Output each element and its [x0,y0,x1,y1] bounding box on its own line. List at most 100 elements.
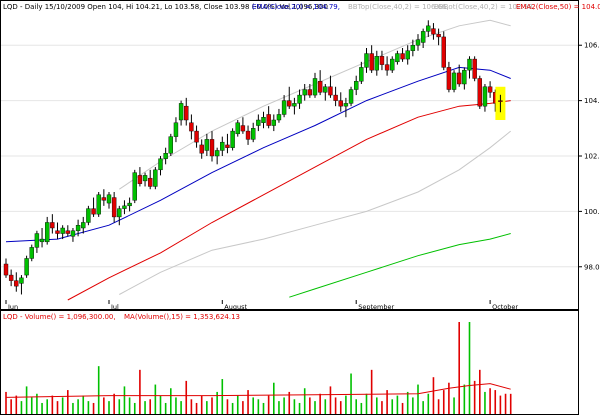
chart-title: LQD - Daily 15/10/2009 Open 104, Hi 104.… [3,3,328,11]
candle-body [106,194,112,204]
candle-body [142,175,148,182]
volume-bar [123,386,126,414]
volume-bar [412,397,414,414]
volume-bar [175,397,177,414]
candle-body [168,136,174,154]
volume-bar [484,391,486,414]
candle-body [194,130,199,143]
volume-ma-label: MA(Volume(),15) = 1,353,624.13 [124,313,240,321]
candle-body [467,58,472,71]
candle-body [498,100,503,102]
candle-body [261,117,266,123]
candle-body [14,280,19,287]
volume-bar [463,384,466,414]
month-axis: Jun Jul August September October [5,300,518,311]
volume-bars [5,322,512,414]
candle-body [384,64,390,71]
volume-bar [236,395,239,414]
candle-body [431,28,436,35]
volume-bar [458,322,460,414]
volume-bar [216,391,218,414]
candle-body [297,94,302,104]
volume-label: LQD - Volume() = 1,096,300.00, [3,313,116,321]
volume-bar [468,322,471,414]
volume-bar [365,393,368,414]
volume-bar [314,401,316,414]
volume-bar [139,369,141,414]
volume-bar [67,390,69,414]
candle-body [127,202,132,207]
volume-bar [262,402,265,414]
long-ma-line [289,233,511,298]
volume-bar [226,399,229,414]
ema50-label: EMA2(Close,50) = 104.01, [516,3,600,11]
candle-body [220,141,225,151]
month-label: Jul [110,303,119,311]
candle-body [302,89,307,96]
volume-bar [437,399,440,414]
volume-bar [41,402,43,414]
candle-body [328,86,333,96]
candle-body [122,205,127,209]
volume-bar [381,401,383,414]
candle-body [240,125,246,132]
volume-bar [257,399,260,414]
volume-bar [252,397,254,414]
volume-bar [15,395,18,414]
volume-bar [442,390,445,414]
volume-panel-border [0,310,579,415]
y-tick-label: 104.0 [584,97,600,105]
volume-bar [324,399,327,414]
candle-body [477,78,482,107]
candle-body [400,53,405,60]
candle-body [91,208,96,215]
candle-body [199,144,204,154]
candle-body [81,222,86,229]
candle-body [379,56,385,65]
volume-bar [211,397,213,414]
bbtop-label: BBTop(Close,40,2) = 106.66, [348,3,449,11]
candle-body [364,53,369,68]
candle-body [281,100,287,115]
volume-bar [453,397,455,414]
candle-body [178,103,184,121]
volume-bar [283,397,285,414]
volume-bar [329,386,332,414]
candle-body [348,89,354,104]
candle-body [333,94,338,101]
bb-bottom-line [119,130,512,295]
candle-body [230,130,235,148]
volume-bar [149,399,151,414]
y-tick-label: 98.0 [584,263,600,271]
candle-body [34,233,40,248]
volume-bar [448,382,450,414]
candle-body [415,39,421,46]
volume-bar [133,402,136,414]
candlesticks [3,20,506,295]
candle-body [3,263,9,276]
candle-body [487,86,493,93]
candle-body [256,119,261,126]
y-tick-label: 102.0 [584,153,600,161]
y-tick-label: 106.0 [584,42,600,50]
candle-body [39,238,45,243]
volume-bar [334,397,337,414]
candle-body [50,222,55,229]
candle-body [173,122,179,137]
volume-bar [309,397,311,414]
candle-body [245,130,251,140]
candle-body [96,194,101,215]
volume-bar [432,377,435,414]
volume-bar [386,390,388,414]
volume-bar [190,399,193,414]
candle-body [266,114,271,126]
volume-bar [350,373,352,414]
candle-body [60,227,65,234]
month-label: August [224,303,247,311]
candle-body [65,230,71,234]
volume-bar [97,366,100,414]
candle-body [235,122,240,135]
volume-bar [473,380,476,414]
candle-body [462,69,467,85]
